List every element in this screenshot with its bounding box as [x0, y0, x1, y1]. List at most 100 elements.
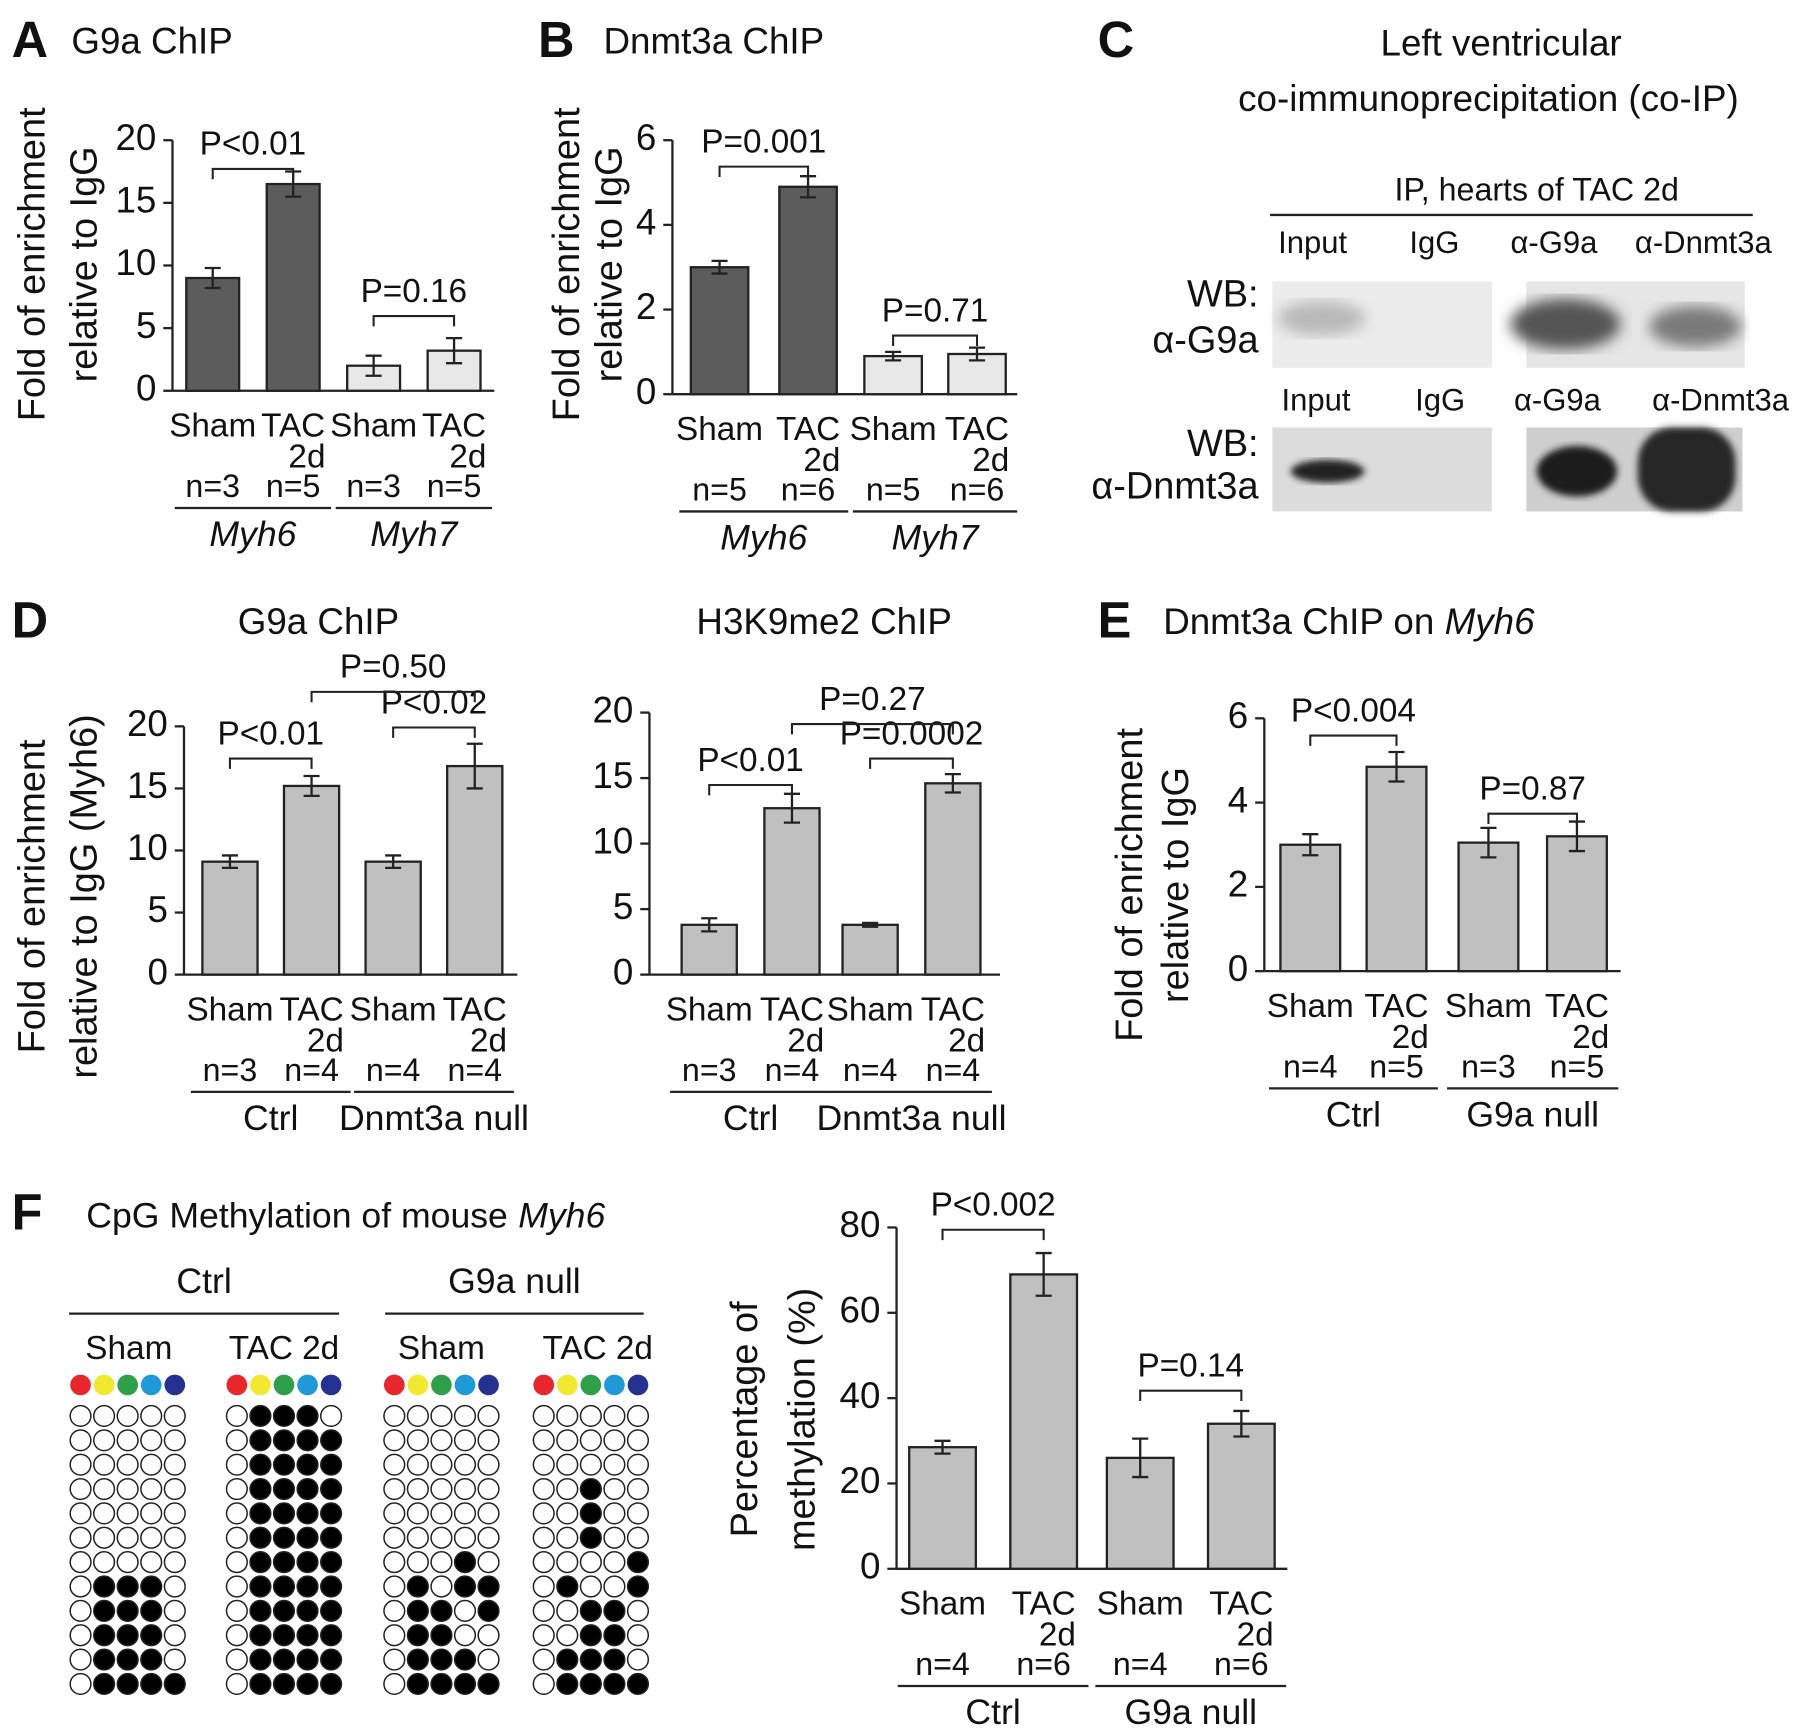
y-axis-label: Fold of enrichment	[1109, 728, 1151, 1042]
cpg-site	[603, 1599, 626, 1622]
y-tick-label: 15	[127, 765, 168, 806]
x-tick-label: Sham	[1267, 988, 1354, 1025]
y-tick-label: 20	[592, 689, 633, 730]
cpg-site	[406, 1648, 429, 1671]
cpg-site	[453, 1453, 477, 1476]
cpg-site	[453, 1502, 477, 1525]
y-tick-label: 0	[1228, 948, 1248, 989]
cpg-site	[272, 1429, 296, 1452]
x-tick-label: TAC 2d	[1364, 988, 1428, 1056]
lane-label: Input	[1278, 225, 1347, 260]
group-label: Myh7	[892, 518, 980, 558]
x-tick-label: Sham	[350, 991, 437, 1028]
significance-bracket	[941, 1228, 1045, 1241]
bar	[364, 860, 422, 976]
cpg-site	[603, 1429, 626, 1452]
cpg-site	[579, 1672, 602, 1696]
cpg-site	[406, 1599, 429, 1622]
p-value-label: P=0.50	[340, 649, 447, 686]
bar	[841, 923, 899, 976]
cpg-site	[556, 1575, 579, 1598]
n-label: n=6	[1016, 1646, 1071, 1682]
cpg-site	[272, 1575, 296, 1598]
cpg-site	[626, 1551, 650, 1574]
significance-bracket	[372, 315, 456, 327]
condition-label: TAC 2d	[542, 1330, 652, 1367]
significance-bracket	[1487, 812, 1578, 825]
cpg-site	[603, 1453, 626, 1476]
cpg-site	[296, 1648, 319, 1671]
cpg-site-key	[93, 1374, 115, 1396]
cpg-site-key	[580, 1374, 602, 1396]
cpg-site	[556, 1526, 579, 1549]
y-tick-label: 4	[636, 202, 656, 243]
cpg-site	[116, 1429, 139, 1452]
cpg-site	[532, 1575, 555, 1598]
cpg-site	[430, 1551, 453, 1574]
cpg-site	[477, 1526, 500, 1549]
p-value-label: P=0.71	[882, 292, 989, 329]
cpg-site-key	[297, 1374, 318, 1396]
group-label: Ctrl	[965, 1692, 1020, 1732]
x-tick-label: TAC 2d	[945, 411, 1009, 479]
cpg-site	[93, 1575, 116, 1598]
cpg-site	[532, 1453, 555, 1476]
chart-title: G9a ChIP	[71, 20, 232, 61]
cpg-site	[272, 1404, 296, 1428]
n-label: n=6	[1214, 1646, 1269, 1682]
cpg-site	[532, 1551, 555, 1574]
x-tick-label: TAC 2d	[1012, 1585, 1076, 1653]
cpg-site	[383, 1624, 406, 1647]
n-label: n=4	[915, 1646, 970, 1682]
x-tick-label: Sham	[169, 407, 256, 444]
cpg-site	[453, 1477, 477, 1501]
cpg-site	[69, 1599, 92, 1622]
cpg-site	[556, 1404, 579, 1428]
y-tick-label: 10	[592, 820, 633, 861]
cpg-site	[93, 1477, 116, 1501]
panel-letter: D	[12, 591, 49, 648]
cpg-site	[626, 1429, 650, 1452]
cpg-site	[163, 1453, 186, 1476]
cpg-site	[532, 1477, 555, 1501]
cpg-site	[532, 1599, 555, 1622]
cpg-site	[320, 1453, 343, 1476]
cpg-site	[93, 1648, 116, 1671]
cpg-site-key	[604, 1374, 625, 1396]
chart-title: Dnmt3a ChIP	[603, 20, 824, 61]
n-label: n=5	[427, 468, 482, 504]
group-label: Myh6	[720, 518, 807, 558]
cpg-site	[477, 1429, 500, 1452]
cpg-site	[140, 1453, 163, 1476]
cpg-site	[383, 1526, 406, 1549]
y-tick-label: 20	[127, 703, 168, 744]
cpg-site-key	[164, 1374, 186, 1396]
wb-label: α-Dnmt3a	[1091, 465, 1259, 507]
significance-bracket	[392, 726, 476, 738]
cpg-site	[556, 1624, 579, 1647]
cpg-site-key	[117, 1374, 139, 1396]
bar	[908, 1446, 978, 1570]
cpg-site	[556, 1453, 579, 1476]
y-tick-label: 10	[127, 827, 168, 868]
cpg-site	[272, 1648, 296, 1671]
cpg-site	[225, 1429, 248, 1452]
cpg-site	[532, 1404, 555, 1428]
cpg-site	[140, 1599, 163, 1622]
cpg-site	[430, 1599, 453, 1622]
x-tick-label: Sham	[666, 991, 753, 1028]
cpg-site	[453, 1429, 477, 1452]
cpg-site	[140, 1477, 163, 1501]
cpg-site	[272, 1551, 296, 1574]
cpg-site	[93, 1453, 116, 1476]
p-value-label: P=0.87	[1479, 771, 1586, 808]
wb-label: WB:	[1187, 274, 1259, 316]
significance-bracket	[1309, 734, 1398, 746]
cpg-site	[116, 1599, 139, 1622]
x-tick-label: TAC 2d	[921, 991, 985, 1059]
y-tick-label: 10	[115, 242, 156, 283]
y-tick-label: 15	[592, 755, 633, 796]
cpg-site-key	[407, 1374, 429, 1396]
cpg-site-key	[627, 1374, 649, 1396]
cpg-site	[272, 1526, 296, 1549]
